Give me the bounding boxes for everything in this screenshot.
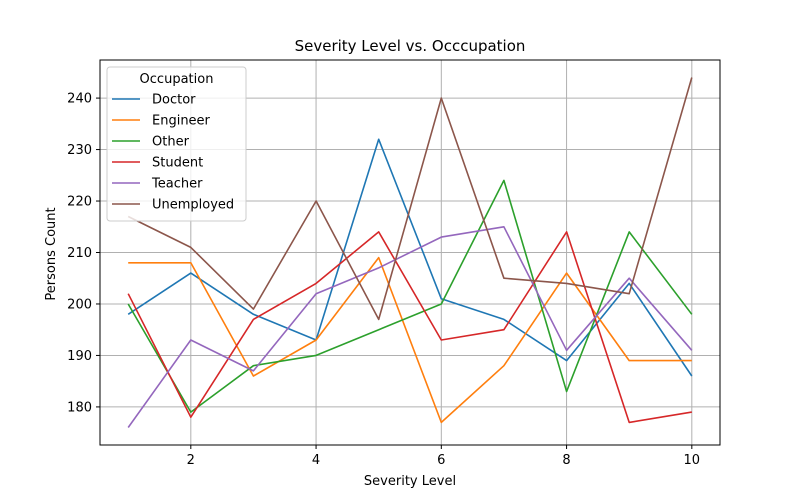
legend-title: Occupation — [140, 72, 214, 87]
y-tick-label: 210 — [67, 246, 92, 261]
y-axis-label: Persons Count — [44, 207, 59, 300]
x-tick-label: 8 — [562, 453, 570, 468]
legend-box — [106, 66, 247, 222]
series-line-student — [127, 231, 692, 424]
y-tick-label: 220 — [67, 195, 92, 210]
x-tick-label: 10 — [684, 453, 701, 468]
series-lines — [127, 77, 693, 428]
legend-entry-label: Doctor — [152, 93, 196, 108]
series-line-other — [127, 179, 693, 413]
x-axis-label: Severity Level — [364, 474, 456, 489]
legend: Occupation Doctor Engineer Other Student Tea… — [106, 66, 247, 222]
y-tick-label: 180 — [67, 400, 92, 415]
series-line-teacher — [127, 226, 693, 428]
legend-entry-label: Engineer — [152, 114, 211, 129]
y-tick-label: 240 — [67, 92, 92, 107]
y-tick-label: 230 — [67, 143, 92, 158]
legend-entries: Doctor Engineer Other Student Teacher Unemplo… — [112, 93, 234, 213]
legend-entry-label: Unemployed — [152, 198, 234, 213]
series-line-unemployed — [127, 77, 693, 321]
series-line-doctor — [127, 138, 693, 377]
x-tick-label: 6 — [437, 453, 445, 468]
legend-entry-label: Student — [152, 156, 203, 171]
chart-title: Severity Level vs. Occcupation — [295, 37, 526, 55]
legend-entry-label: Other — [152, 135, 190, 150]
x-tick-label: 4 — [312, 453, 320, 468]
series-line-engineer — [128, 256, 692, 424]
x-tick-label: 2 — [187, 453, 195, 468]
axis-ticks: 2 4 6 8 10 180 190 200 210 220 230 240 — [67, 92, 700, 468]
y-tick-label: 200 — [67, 297, 92, 312]
legend-entry-label: Teacher — [151, 177, 203, 192]
y-tick-label: 190 — [67, 349, 92, 364]
